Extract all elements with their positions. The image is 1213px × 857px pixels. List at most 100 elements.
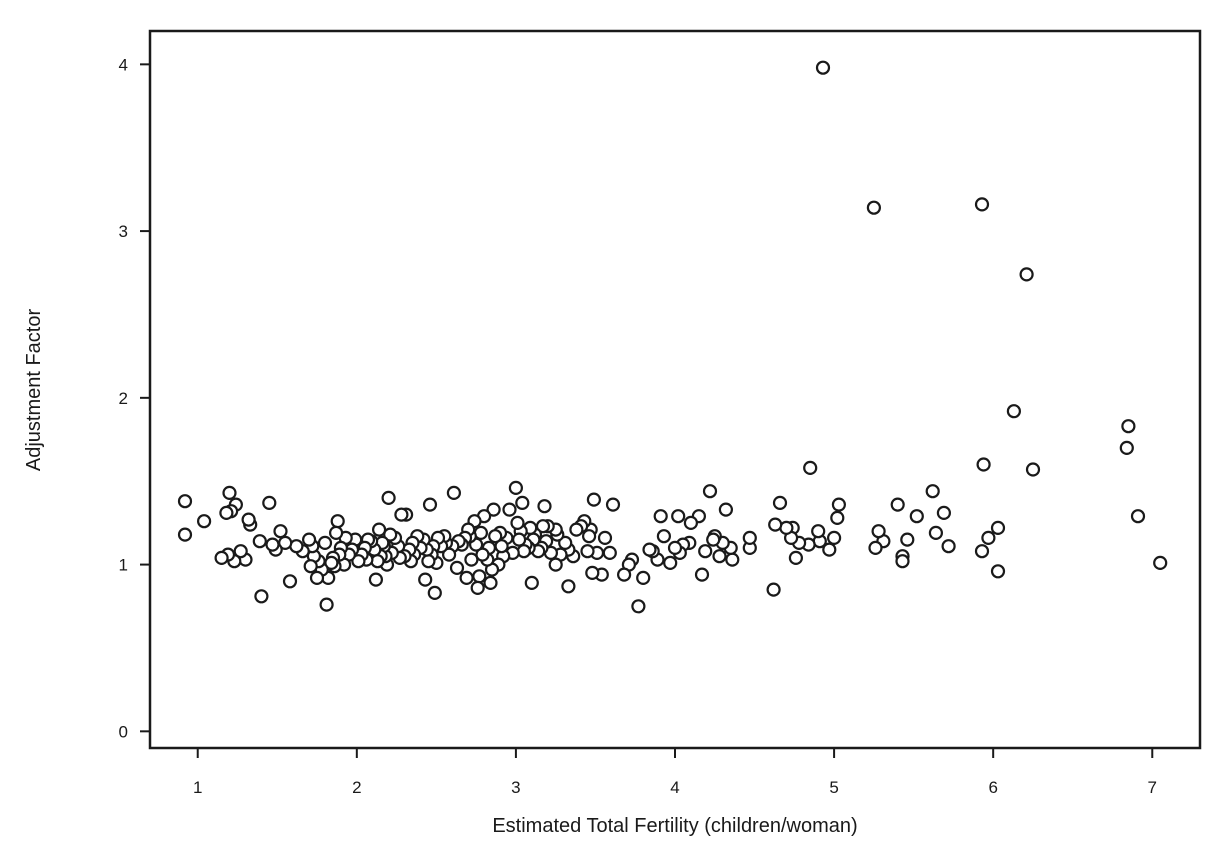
data-point <box>895 554 910 569</box>
data-point <box>636 570 651 586</box>
y-axis-label: Adjustment Factor <box>23 309 45 472</box>
data-point <box>811 524 826 539</box>
data-point <box>976 457 991 472</box>
data-point <box>262 495 277 510</box>
x-tick-label: 5 <box>829 778 838 797</box>
data-point <box>515 495 530 510</box>
y-axis-ticks: 0 1 2 3 4 <box>119 55 150 741</box>
x-tick-label: 7 <box>1148 778 1157 797</box>
data-point <box>197 514 212 529</box>
data-point <box>282 574 298 589</box>
data-point <box>351 554 366 569</box>
data-point <box>656 529 672 544</box>
data-point <box>483 575 498 591</box>
data-point <box>868 540 883 556</box>
data-point <box>671 509 686 524</box>
data-point <box>1119 440 1134 455</box>
data-point <box>548 557 563 572</box>
data-point <box>642 542 657 557</box>
data-point <box>725 552 740 567</box>
data-point <box>1019 267 1034 282</box>
x-tick-label: 3 <box>511 778 520 797</box>
data-point <box>449 560 465 576</box>
data-point <box>871 524 886 539</box>
data-point <box>1153 555 1168 571</box>
data-point <box>981 530 996 546</box>
data-point <box>303 559 318 574</box>
data-point <box>383 527 398 542</box>
data-point <box>446 485 461 500</box>
data-point <box>706 532 721 547</box>
data-point <box>422 497 438 512</box>
data-point <box>222 485 237 500</box>
y-tick-label: 0 <box>119 722 128 741</box>
data-point <box>1006 404 1022 419</box>
data-point <box>925 484 940 499</box>
data-point <box>974 197 990 212</box>
data-point <box>302 532 317 547</box>
data-point <box>1121 419 1136 434</box>
data-point <box>475 547 490 562</box>
data-point <box>772 495 788 510</box>
data-point <box>936 505 952 521</box>
data-point <box>319 597 334 612</box>
data-point <box>830 510 845 526</box>
y-tick-label: 1 <box>119 556 128 575</box>
data-point <box>742 530 757 546</box>
data-point <box>254 589 269 604</box>
x-tick-label: 4 <box>670 778 679 797</box>
data-point <box>831 497 847 512</box>
data-point <box>558 535 573 551</box>
data-point <box>516 544 532 559</box>
data-point <box>803 460 818 475</box>
data-point <box>605 497 621 512</box>
data-point <box>718 502 734 517</box>
data-point <box>381 490 396 505</box>
data-point <box>510 515 525 531</box>
data-point <box>214 550 229 566</box>
data-point <box>631 599 646 614</box>
data-point <box>177 527 193 542</box>
data-point <box>464 552 479 567</box>
data-point <box>421 554 436 569</box>
data-point <box>502 502 517 517</box>
y-tick-label: 3 <box>119 222 128 241</box>
x-tick-label: 6 <box>988 778 997 797</box>
data-point <box>329 525 344 541</box>
data-point <box>890 497 905 512</box>
data-point <box>372 522 387 537</box>
data-point <box>663 555 678 571</box>
data-point <box>990 520 1006 536</box>
data-point <box>330 514 345 529</box>
plot-frame <box>148 29 1202 750</box>
data-point <box>459 570 474 586</box>
y-tick-label: 2 <box>119 389 128 408</box>
data-point <box>470 580 485 596</box>
data-point <box>766 582 781 597</box>
data-point <box>233 544 248 559</box>
data-point <box>694 567 710 582</box>
data-point <box>597 530 613 546</box>
data-point <box>580 544 595 559</box>
data-point <box>941 539 956 554</box>
data-point <box>698 544 713 559</box>
data-point <box>826 530 842 546</box>
data-point <box>974 544 990 559</box>
x-axis-ticks: 1 2 3 4 5 6 7 <box>193 748 1157 797</box>
data-point <box>265 537 280 552</box>
data-point <box>472 569 487 584</box>
data-point <box>252 534 267 549</box>
data-point <box>900 532 915 547</box>
data-point <box>1130 509 1146 524</box>
data-point <box>616 567 632 582</box>
data-point <box>427 585 442 601</box>
data-point <box>768 517 783 532</box>
data-point <box>486 502 501 517</box>
y-tick-label: 4 <box>119 55 128 74</box>
data-point <box>866 200 882 215</box>
data-point <box>702 484 718 499</box>
data-point <box>309 570 325 586</box>
data-point <box>537 499 552 514</box>
data-point <box>581 529 597 544</box>
